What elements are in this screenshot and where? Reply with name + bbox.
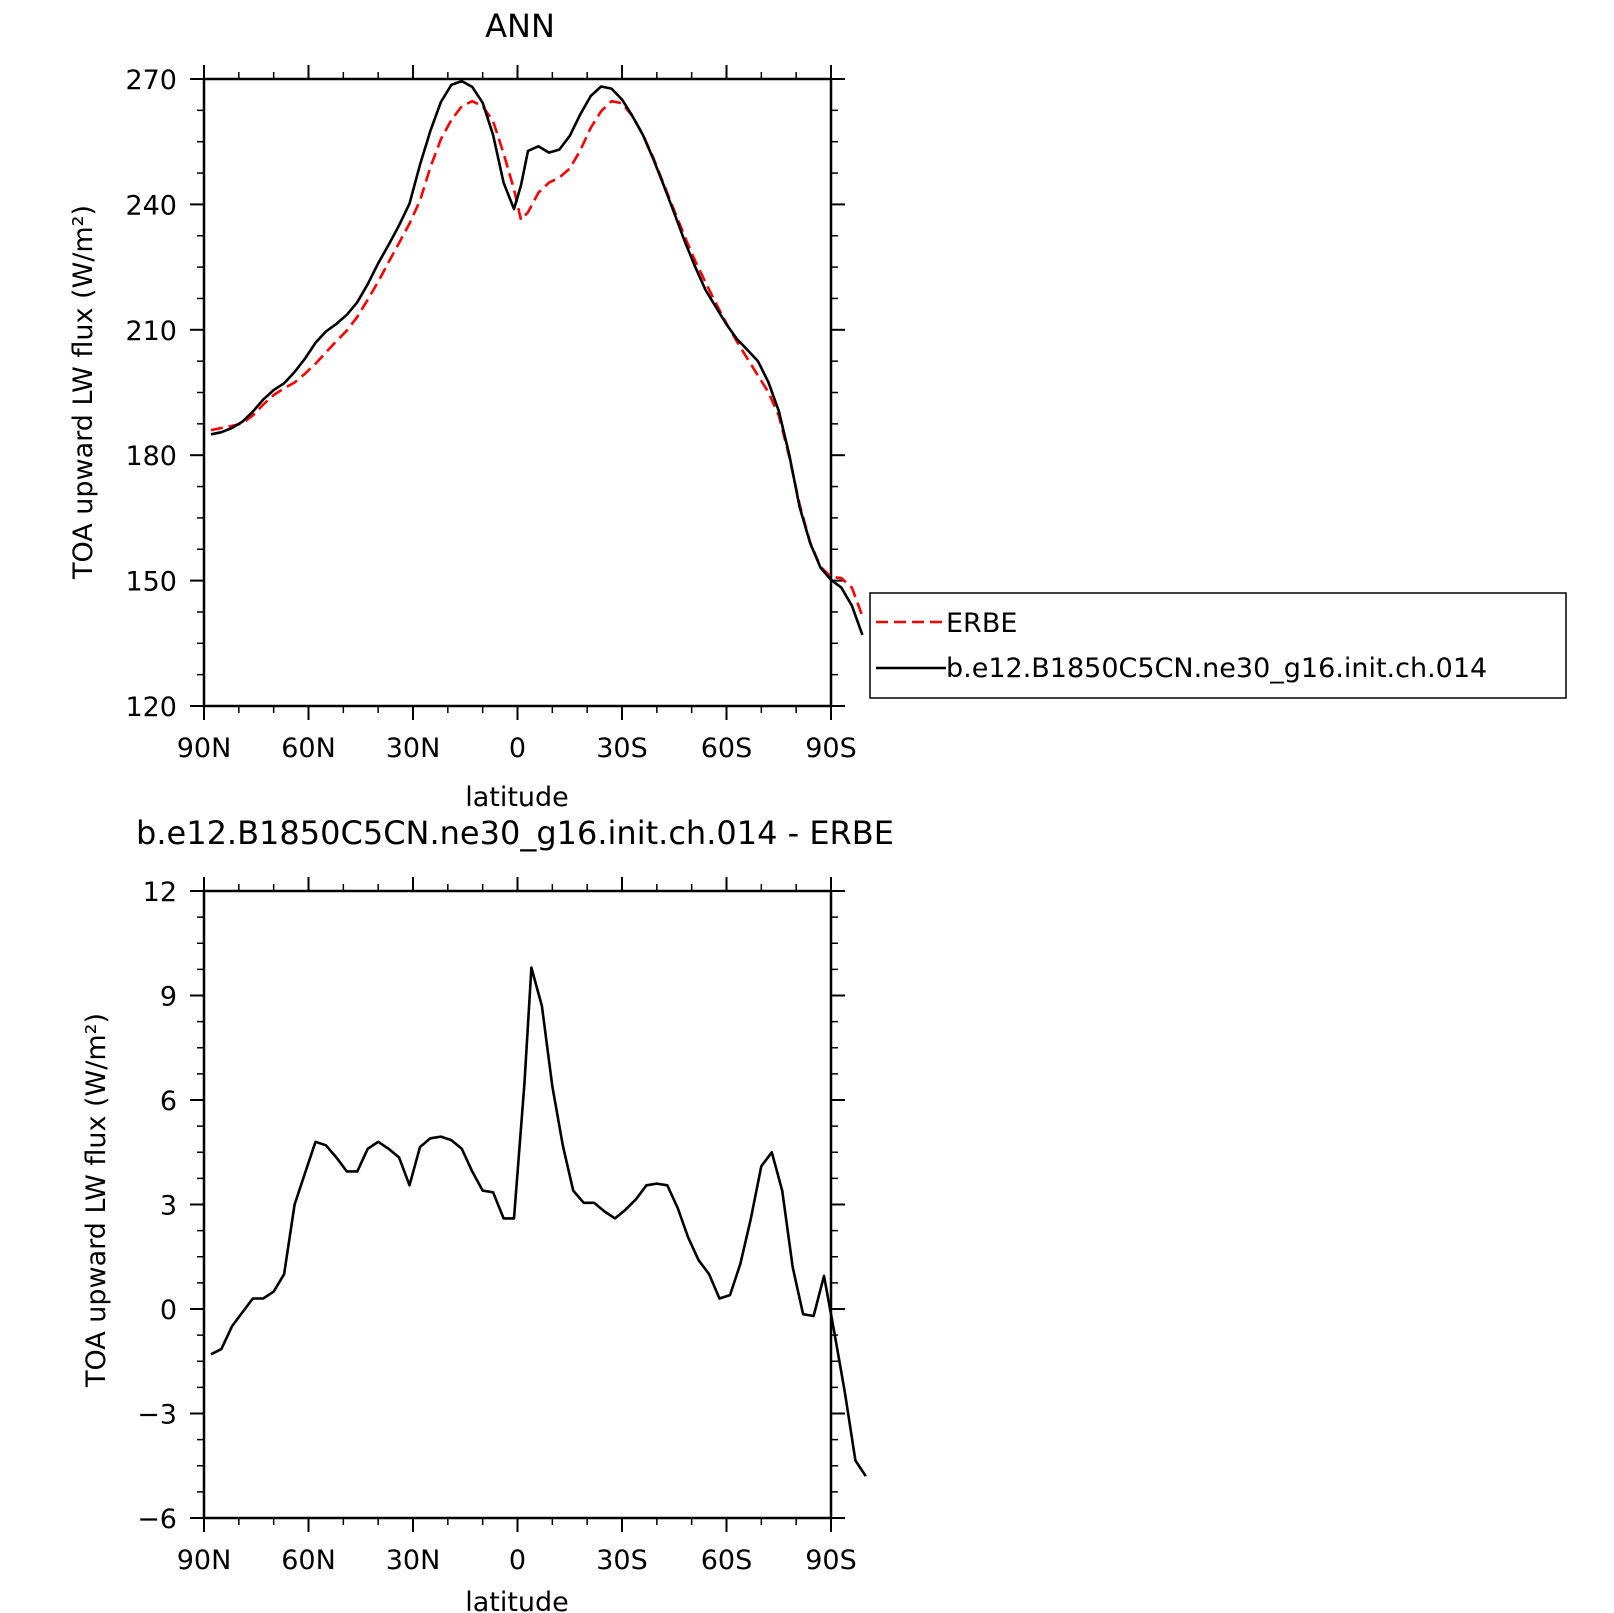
top-title: ANN <box>485 7 555 45</box>
bottom-y-axis-label: TOA upward LW flux (W/m²) <box>81 1013 112 1388</box>
bottom-x-tick-labels: 90N 60N 30N 0 30S 60S 90S <box>177 1545 857 1576</box>
x-tick-label: 60S <box>701 733 753 764</box>
top-tick-marks <box>190 65 845 720</box>
x-tick-label: 30S <box>596 733 648 764</box>
top-x-tick-labels: 90N 60N 30N 0 30S 60S 90S <box>177 733 857 764</box>
bottom-series-lines <box>210 966 867 1477</box>
bottom-x-axis-label: latitude <box>465 1587 569 1613</box>
series-line-b-e12-b1850c5cn-ne30-g16-init-ch-014 <box>210 79 864 636</box>
bottom-panel: b.e12.B1850C5CN.ne30_g16.init.ch.014 - E… <box>81 814 894 1613</box>
x-tick-label: 30S <box>596 1545 648 1576</box>
y-tick-label: 6 <box>160 1086 177 1117</box>
y-tick-label: 210 <box>125 316 177 347</box>
x-tick-label: 0 <box>509 733 526 764</box>
y-tick-label: 9 <box>160 982 177 1013</box>
y-tick-label: 120 <box>125 692 177 723</box>
x-tick-label: 60N <box>281 1545 336 1576</box>
x-tick-label: 30N <box>386 733 441 764</box>
y-tick-label: 270 <box>125 65 177 96</box>
y-tick-label: 12 <box>143 877 177 908</box>
x-tick-label: 90S <box>805 1545 857 1576</box>
legend-label-erbe: ERBE <box>946 608 1017 639</box>
x-tick-label: 90S <box>805 733 857 764</box>
top-x-axis-label: latitude <box>465 782 569 813</box>
legend-label-model: b.e12.B1850C5CN.ne30_g16.init.ch.014 <box>946 653 1487 684</box>
x-tick-label: 60S <box>701 1545 753 1576</box>
top-series-lines <box>210 79 864 636</box>
y-tick-label: 0 <box>160 1295 177 1326</box>
y-tick-label: 150 <box>125 567 177 598</box>
bottom-plot-frame <box>202 889 833 1520</box>
x-tick-label: 90N <box>177 1545 232 1576</box>
y-tick-label: 240 <box>125 190 177 221</box>
y-tick-label: 180 <box>125 441 177 472</box>
top-y-tick-labels: 120 150 180 210 240 270 <box>125 65 177 723</box>
x-tick-label: 90N <box>177 733 232 764</box>
series-line-erbe <box>210 99 864 617</box>
x-tick-label: 30N <box>386 1545 441 1576</box>
bottom-y-tick-labels: −6 −3 0 3 6 9 12 <box>137 877 177 1535</box>
top-plot-frame <box>202 77 833 708</box>
y-tick-label: 3 <box>160 1191 177 1222</box>
y-tick-label: −6 <box>137 1504 177 1535</box>
top-y-axis-label: TOA upward LW flux (W/m²) <box>68 205 99 580</box>
x-tick-label: 60N <box>281 733 336 764</box>
bottom-title: b.e12.B1850C5CN.ne30_g16.init.ch.014 - E… <box>136 814 894 852</box>
series-line-difference <box>210 966 867 1477</box>
x-tick-label: 0 <box>509 1545 526 1576</box>
bottom-tick-marks <box>190 877 845 1532</box>
legend-box <box>869 592 1567 699</box>
legend: ERBE b.e12.B1850C5CN.ne30_g16.init.ch.01… <box>869 592 1567 699</box>
y-tick-label: −3 <box>137 1400 177 1431</box>
